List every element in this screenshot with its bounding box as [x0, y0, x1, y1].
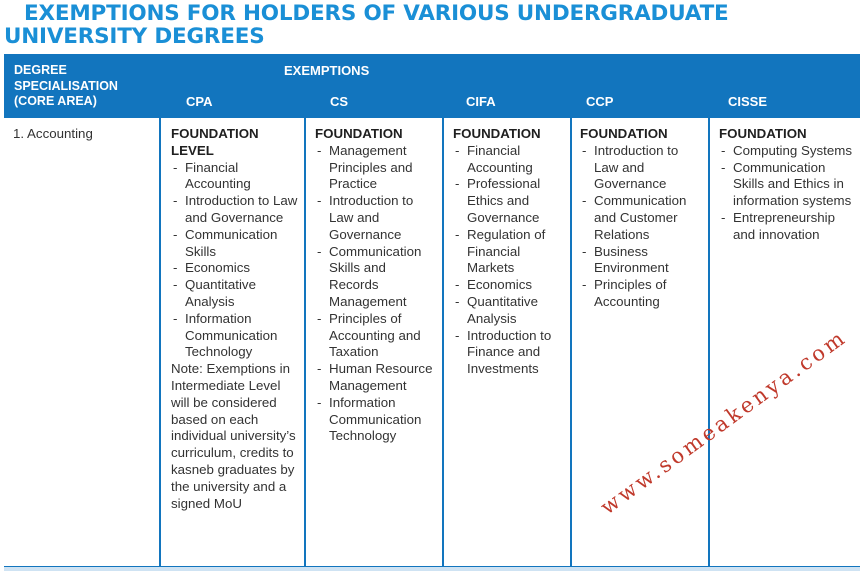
list-item: Communication Skills and Ethics in infor… — [719, 160, 859, 210]
list-item: Regulation of Financial Markets — [453, 227, 567, 277]
cisse-list: Computing Systems Communication Skills a… — [719, 143, 859, 244]
cell-cs: FOUNDATION Management Principles and Pra… — [315, 126, 439, 445]
cs-heading: FOUNDATION — [315, 126, 403, 141]
cell-cisse: FOUNDATION Computing Systems Communicati… — [719, 126, 859, 244]
column-divider — [159, 118, 161, 571]
list-item: Economics — [453, 277, 567, 294]
ccp-list: Introduction to Law and Governance Commu… — [580, 143, 706, 311]
list-item: Principles of Accounting — [580, 277, 706, 311]
list-item: Financial Accounting — [453, 143, 567, 177]
cell-cpa: FOUNDATION LEVEL Financial Accounting In… — [171, 126, 299, 512]
list-item: Computing Systems — [719, 143, 859, 160]
list-item: Communication Skills — [171, 227, 299, 261]
header-spec-line-3: (CORE AREA) — [14, 94, 97, 108]
list-item: Introduction to Law and Governance — [171, 193, 299, 227]
header-col-ccp: CCP — [586, 94, 614, 109]
cpa-heading-level: LEVEL — [171, 142, 214, 158]
list-item: Economics — [171, 260, 299, 277]
row-label-accounting: 1. Accounting — [13, 126, 93, 141]
cell-ccp: FOUNDATION Introduction to Law and Gover… — [580, 126, 706, 311]
list-item: Human Resource Management — [315, 361, 439, 395]
cisse-heading: FOUNDATION — [719, 126, 807, 141]
list-item: Quantitative Analysis — [171, 277, 299, 311]
list-item: Information Communication Technology — [171, 311, 299, 361]
column-divider — [570, 118, 572, 571]
header-col-cs: CS — [330, 94, 349, 109]
column-divider — [304, 118, 306, 571]
list-item: Professional Ethics and Governance — [453, 176, 567, 226]
header-spec-line-1: DEGREE — [14, 63, 67, 77]
cpa-heading: FOUNDATION — [171, 126, 259, 141]
cpa-list: Financial Accounting Introduction to Law… — [171, 160, 299, 362]
list-item: Quantitative Analysis — [453, 294, 567, 328]
header-col-cpa: CPA — [186, 94, 213, 109]
header-col-cisse: CISSE — [728, 94, 768, 109]
header-spec-line-2: SPECIALISATION — [14, 78, 118, 93]
header-degree-specialisation: DEGREE SPECIALISATION (CORE AREA) — [14, 63, 118, 110]
list-item: Financial Accounting — [171, 160, 299, 194]
list-item: Introduction to Law and Governance — [315, 193, 439, 243]
list-item: Communication and Customer Relations — [580, 193, 706, 243]
list-item: Entrepreneurship and innovation — [719, 210, 859, 244]
table-body: 1. Accounting FOUNDATION LEVEL Financial… — [4, 118, 860, 571]
list-item: Business Environment — [580, 244, 706, 278]
header-exemptions: EXEMPTIONS — [284, 63, 370, 78]
header-col-cifa: CIFA — [466, 94, 496, 109]
cpa-note: Note: Exemptions in Intermediate Level w… — [171, 361, 296, 511]
cs-list: Management Principles and Practice Intro… — [315, 143, 439, 445]
list-item: Management Principles and Practice — [315, 143, 439, 193]
cell-cifa: FOUNDATION Financial Accounting Professi… — [453, 126, 567, 378]
column-divider — [442, 118, 444, 571]
list-item: Principles of Accounting and Taxation — [315, 311, 439, 361]
title-line-2: UNIVERSITY DEGREES — [4, 24, 265, 49]
column-divider — [708, 118, 710, 571]
list-item: Introduction to Finance and Investments — [453, 328, 567, 378]
list-item: Information Communication Technology — [315, 395, 439, 445]
table-header: DEGREE SPECIALISATION (CORE AREA) EXEMPT… — [4, 54, 860, 118]
cifa-heading: FOUNDATION — [453, 126, 541, 141]
page-title: EXEMPTIONS FOR HOLDERS OF VARIOUS UNDERG… — [4, 2, 862, 48]
list-item: Communication Skills and Records Managem… — [315, 244, 439, 311]
list-item: Introduction to Law and Governance — [580, 143, 706, 193]
ccp-heading: FOUNDATION — [580, 126, 668, 141]
table-bottom-border — [4, 566, 860, 571]
cifa-list: Financial Accounting Professional Ethics… — [453, 143, 567, 378]
title-line-1: EXEMPTIONS FOR HOLDERS OF VARIOUS UNDERG… — [24, 1, 729, 26]
